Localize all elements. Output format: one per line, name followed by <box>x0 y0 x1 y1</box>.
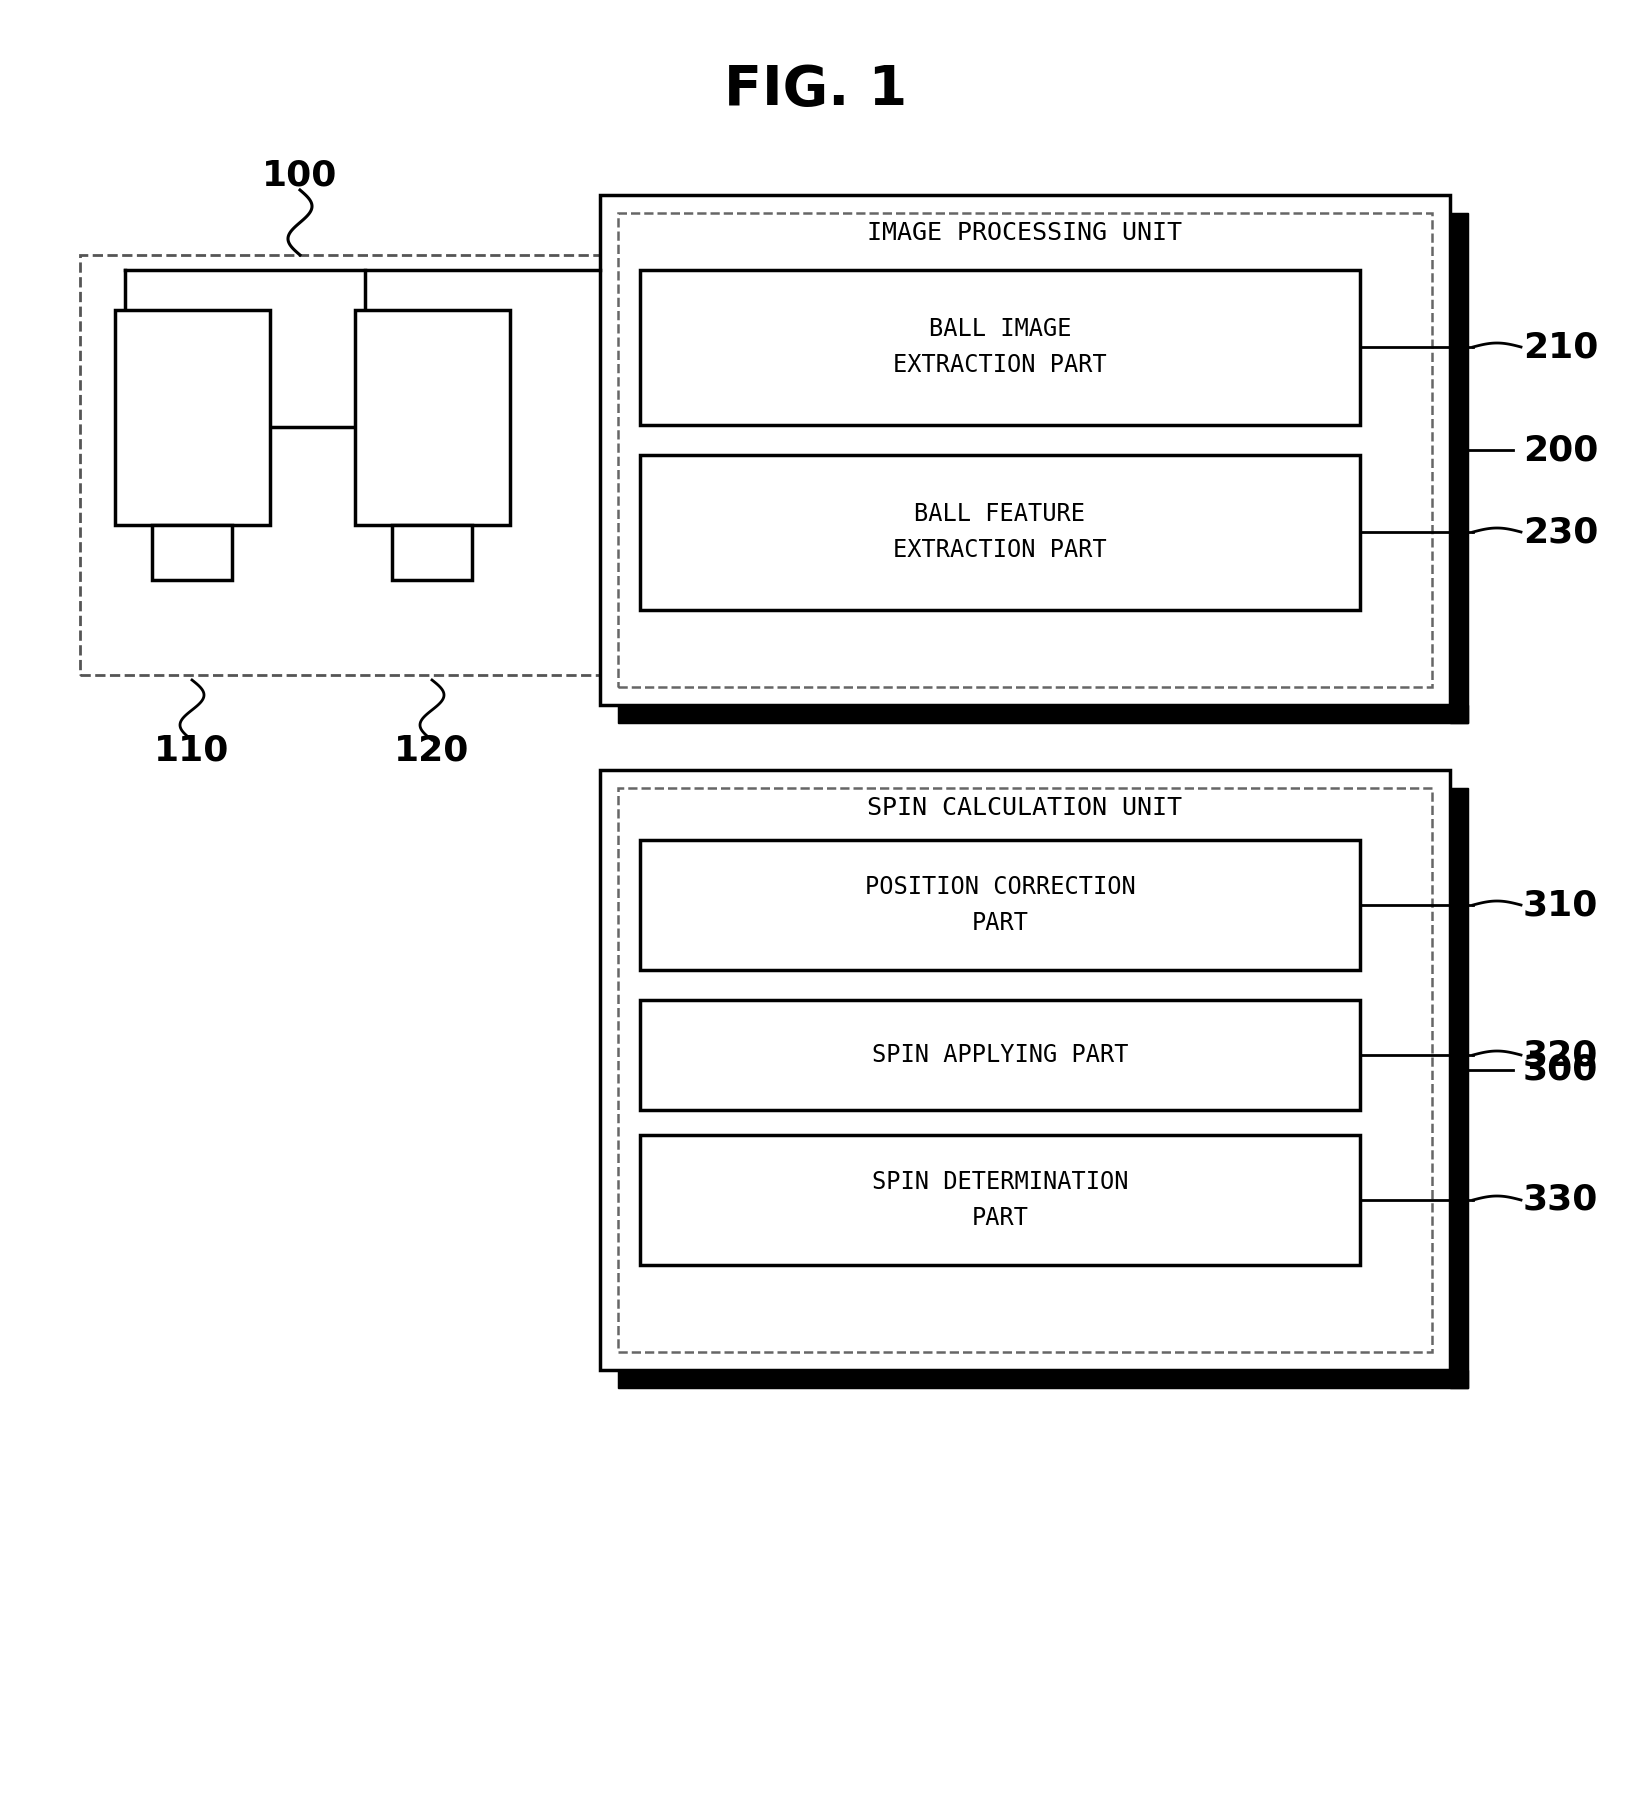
Text: 200: 200 <box>1523 433 1598 467</box>
Bar <box>617 706 1467 724</box>
Bar <box>617 1370 1467 1388</box>
Bar <box>599 770 1449 1370</box>
Text: BALL FEATURE
EXTRACTION PART: BALL FEATURE EXTRACTION PART <box>893 503 1106 562</box>
Text: 300: 300 <box>1523 1052 1598 1087</box>
Bar <box>1449 788 1467 1388</box>
Bar <box>640 1135 1359 1264</box>
Bar <box>640 454 1359 611</box>
Bar <box>640 269 1359 426</box>
Bar <box>640 841 1359 970</box>
Bar <box>354 311 509 524</box>
Text: 100: 100 <box>263 158 338 192</box>
Bar <box>152 524 232 580</box>
Bar <box>1449 214 1467 724</box>
Bar <box>617 788 1467 1388</box>
Text: 230: 230 <box>1523 515 1598 550</box>
Bar <box>617 788 1431 1352</box>
Text: 210: 210 <box>1523 330 1598 365</box>
Text: POSITION CORRECTION
PART: POSITION CORRECTION PART <box>863 875 1134 934</box>
Text: 110: 110 <box>153 733 230 767</box>
Text: SPIN CALCULATION UNIT: SPIN CALCULATION UNIT <box>867 796 1182 821</box>
Bar <box>80 255 610 675</box>
Bar <box>114 311 269 524</box>
Text: BALL IMAGE
EXTRACTION PART: BALL IMAGE EXTRACTION PART <box>893 318 1106 377</box>
Text: 320: 320 <box>1523 1038 1598 1072</box>
Text: 120: 120 <box>393 733 470 767</box>
Bar <box>617 214 1467 724</box>
Bar <box>599 196 1449 706</box>
Text: IMAGE PROCESSING UNIT: IMAGE PROCESSING UNIT <box>867 221 1182 244</box>
Text: 330: 330 <box>1523 1184 1598 1218</box>
Bar <box>617 214 1431 688</box>
Text: SPIN APPLYING PART: SPIN APPLYING PART <box>871 1043 1128 1067</box>
Text: 310: 310 <box>1523 887 1598 921</box>
Text: FIG. 1: FIG. 1 <box>725 63 907 117</box>
Text: SPIN DETERMINATION
PART: SPIN DETERMINATION PART <box>871 1171 1128 1230</box>
Bar <box>640 1000 1359 1110</box>
Bar <box>392 524 472 580</box>
